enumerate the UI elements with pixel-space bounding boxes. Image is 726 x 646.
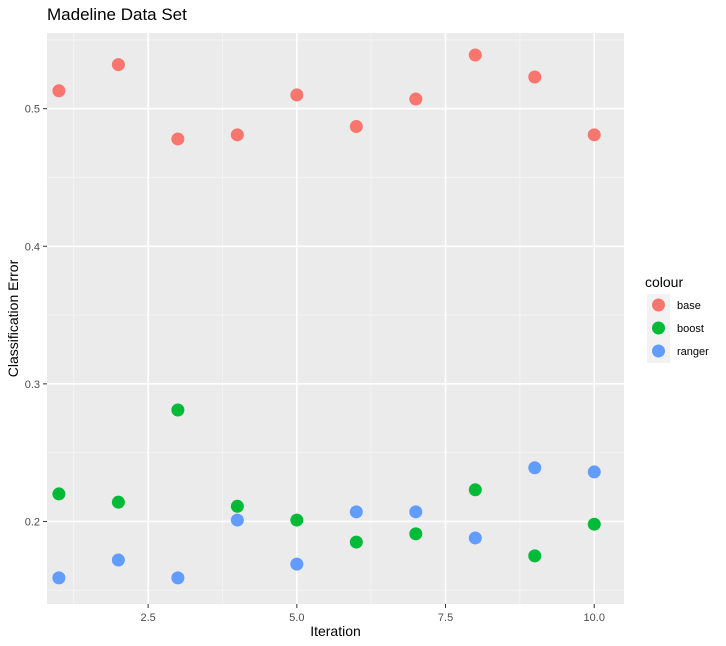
y-tick-label: 0.5 (25, 104, 40, 116)
point-base (528, 70, 542, 84)
legend-marker-boost (652, 321, 665, 335)
plot-panel (47, 33, 624, 604)
legend-label-ranger: ranger (677, 346, 709, 358)
y-tick-label: 0.4 (25, 241, 40, 253)
point-boost (52, 487, 66, 501)
point-ranger (230, 513, 244, 527)
point-ranger (468, 531, 482, 545)
point-boost (587, 517, 601, 531)
point-base (349, 120, 363, 134)
x-tick-label: 5.0 (289, 612, 304, 624)
point-boost (409, 527, 423, 541)
point-boost (171, 403, 185, 417)
point-ranger (111, 553, 125, 567)
point-ranger (349, 505, 363, 519)
point-ranger (528, 461, 542, 475)
y-tick-label: 0.3 (25, 379, 40, 391)
point-boost (528, 549, 542, 563)
x-axis-ticks: 2.5 5.0 7.5 10.0 (140, 604, 605, 624)
point-base (111, 58, 125, 72)
point-base (52, 84, 66, 98)
data-points (52, 48, 601, 585)
legend-title: colour (645, 274, 683, 290)
point-base (171, 132, 185, 146)
point-ranger (171, 571, 185, 585)
x-axis-title: Iteration (310, 623, 361, 639)
point-boost (230, 499, 244, 513)
legend-label-base: base (677, 300, 701, 312)
point-boost (111, 495, 125, 509)
legend: colour base boost ranger (645, 274, 709, 363)
legend-label-boost: boost (677, 323, 704, 335)
point-ranger (587, 465, 601, 479)
legend-marker-ranger (652, 344, 665, 358)
point-boost (290, 513, 304, 527)
x-tick-label: 10.0 (584, 612, 605, 624)
point-base (587, 128, 601, 142)
x-tick-label: 2.5 (140, 612, 155, 624)
point-base (230, 128, 244, 142)
point-base (468, 48, 482, 62)
chart-title: Madeline Data Set (47, 5, 187, 24)
y-tick-label: 0.2 (25, 516, 40, 528)
point-ranger (52, 571, 66, 585)
point-ranger (409, 505, 423, 519)
y-axis-title: Classification Error (5, 259, 21, 377)
x-tick-label: 7.5 (438, 612, 453, 624)
point-base (409, 92, 423, 106)
point-ranger (290, 557, 304, 571)
y-axis-ticks: 0.2 0.3 0.4 0.5 (25, 104, 47, 528)
point-boost (468, 483, 482, 497)
legend-marker-base (652, 298, 665, 312)
point-boost (349, 535, 363, 549)
point-base (290, 88, 304, 102)
grid-lines (47, 33, 624, 604)
